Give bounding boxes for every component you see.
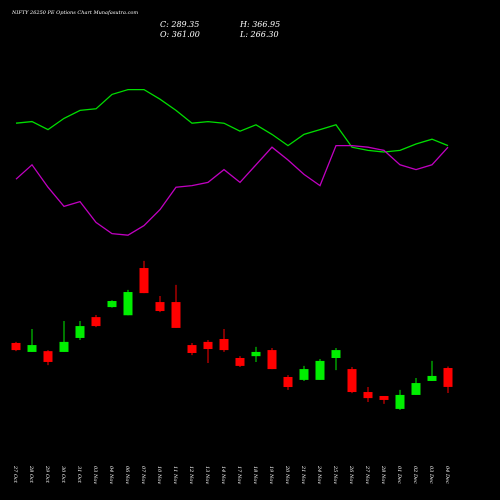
candle-body [107, 301, 117, 308]
x-tick-label: 26 Nov [348, 465, 354, 484]
candle-body [155, 302, 165, 312]
candle-body [203, 341, 213, 350]
indicator-line [15, 144, 449, 236]
candle-body [299, 369, 309, 380]
candle-body [283, 376, 293, 388]
candle-body [171, 302, 181, 328]
candle-body [267, 350, 277, 370]
candle-body [411, 383, 421, 395]
candle-body [251, 351, 261, 357]
x-tick-label: 07 Nov [140, 466, 146, 484]
candle-body [219, 339, 229, 351]
high-label: H: 366.95 [239, 20, 280, 29]
candle-body [75, 326, 85, 338]
x-tick-label: 04 Dec [444, 466, 450, 484]
x-tick-label: 21 Nov [300, 465, 306, 484]
x-tick-label: 02 Dec [412, 466, 418, 484]
candle-body [379, 395, 389, 400]
x-tick-label: 03 Nov [92, 466, 98, 484]
x-tick-label: 01 Dec [396, 466, 402, 484]
x-tick-label: 25 Nov [332, 465, 338, 484]
candle-body [43, 351, 53, 362]
close-label: C: 289.35 [160, 20, 199, 29]
candle-body [315, 360, 325, 380]
x-tick-label: 20 Nov [284, 465, 290, 484]
x-tick-label: 29 Oct [44, 465, 50, 484]
candle-body [139, 268, 149, 294]
x-tick-label: 27 Oct [12, 465, 18, 484]
candle-body [123, 292, 133, 316]
candle-body [11, 342, 21, 351]
x-tick-label: 03 Dec [428, 466, 434, 484]
x-tick-label: 14 Nov [220, 466, 226, 484]
candle-body [187, 345, 197, 353]
candle-body [59, 341, 69, 352]
x-tick-label: 13 Nov [204, 466, 210, 484]
candle-body [395, 394, 405, 409]
x-tick-label: 17 Nov [236, 466, 242, 484]
x-tick-label: 04 Nov [108, 466, 114, 484]
x-tick-label: 19 Nov [268, 466, 274, 484]
x-tick-label: 18 Nov [252, 466, 258, 484]
candle-body [331, 350, 341, 358]
x-tick-label: 27 Nov [364, 465, 370, 484]
open-label: O: 361.00 [160, 30, 200, 39]
candle-body [91, 317, 101, 327]
x-tick-label: 31 Oct [76, 466, 82, 484]
low-label: L: 266.30 [239, 30, 279, 39]
indicator-line [15, 88, 449, 153]
x-tick-label: 30 Oct [60, 466, 66, 484]
x-tick-label: 28 Nov [380, 465, 386, 484]
candle-body [235, 357, 245, 366]
x-tick-label: 12 Nov [188, 466, 194, 484]
x-tick-label: 28 Oct [28, 465, 34, 484]
candle-body [27, 345, 37, 352]
candle-body [427, 375, 437, 381]
x-tick-label: 10 Nov [156, 466, 162, 484]
candle-body [347, 369, 357, 393]
x-tick-label: 24 Nov [316, 465, 322, 484]
candle-body [363, 392, 373, 399]
candle-body [443, 368, 453, 387]
x-tick-label: 11 Nov [172, 466, 178, 484]
chart-title: NIFTY 26250 PE Options Chart Munafasutra… [11, 10, 138, 16]
x-tick-label: 06 Nov [124, 466, 130, 484]
